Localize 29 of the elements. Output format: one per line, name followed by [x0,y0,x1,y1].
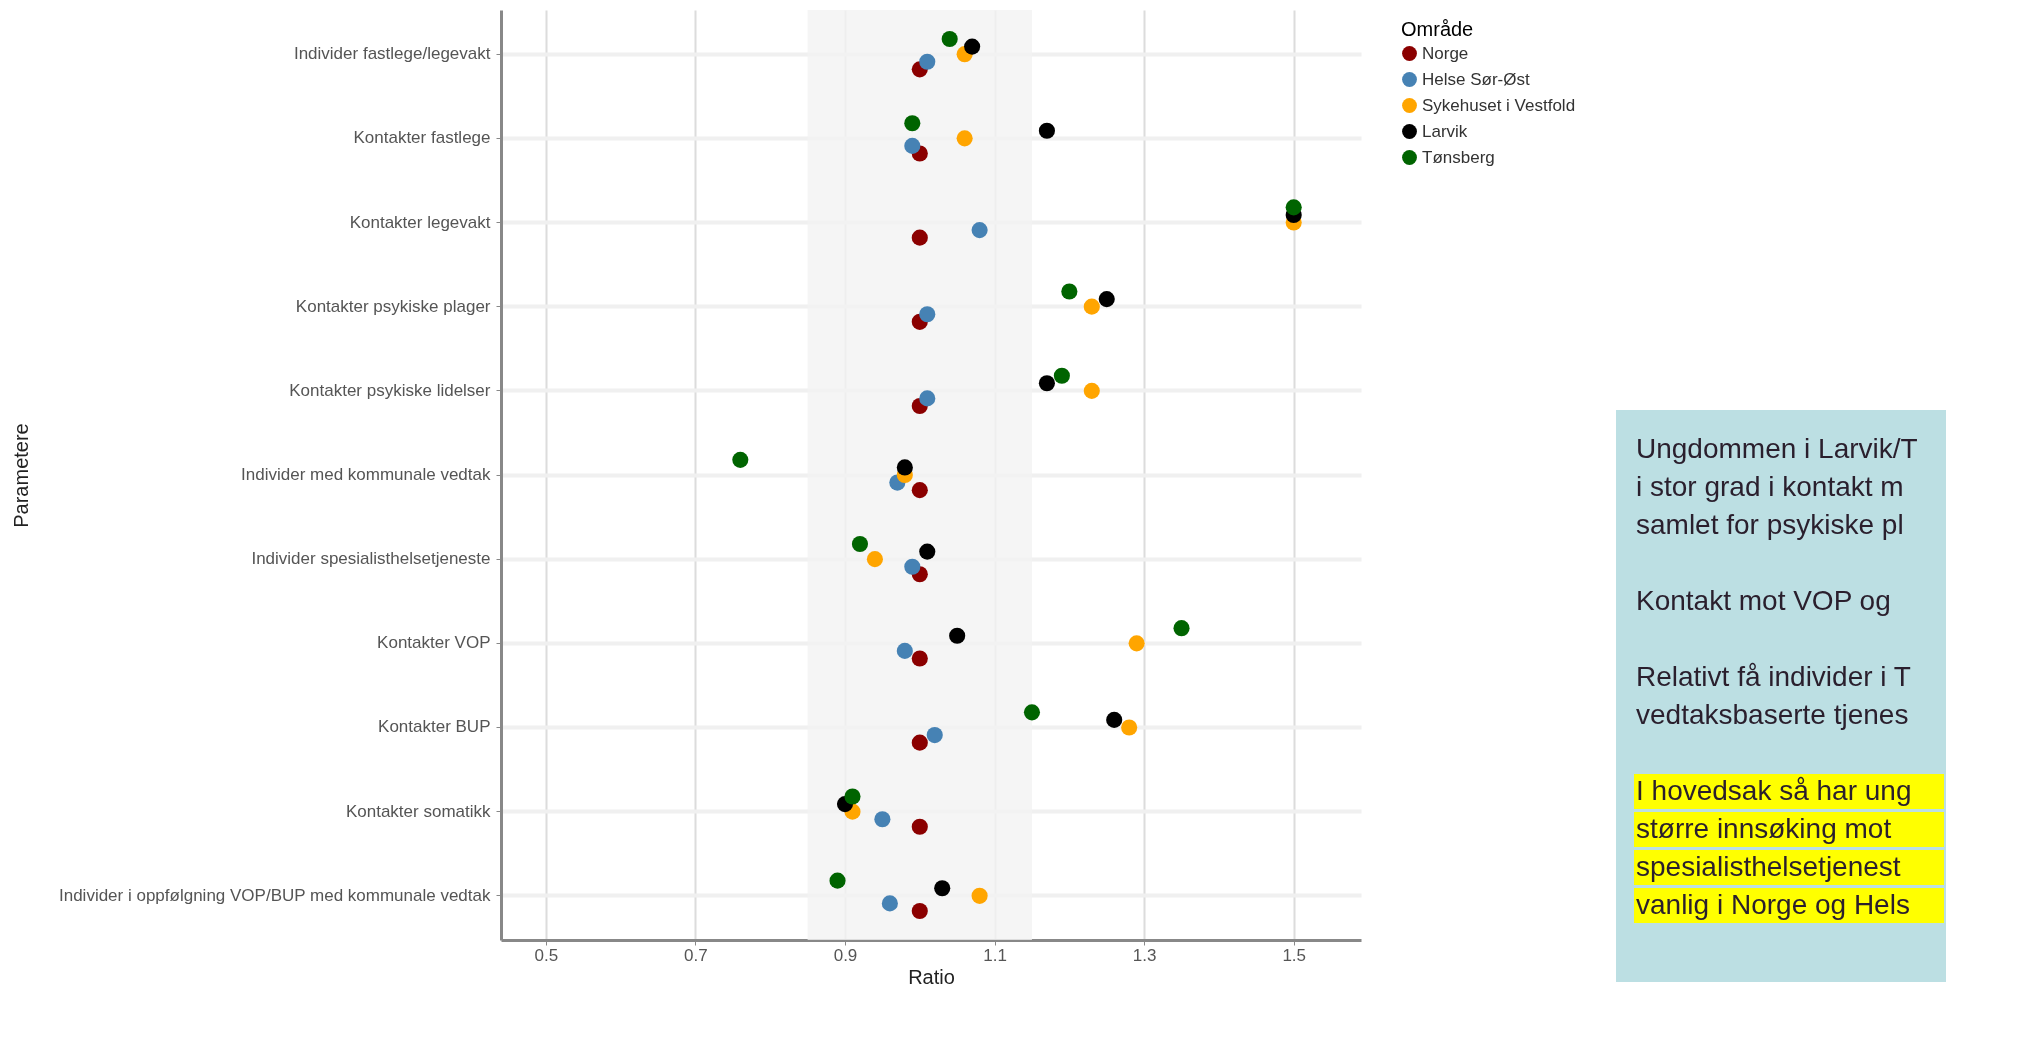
y-tick-label: Kontakter VOP [377,633,491,653]
y-tick-label: Kontakter somatikk [345,801,491,821]
x-tick-label: 1.5 [1282,945,1307,965]
x-tick-label: 1.3 [1132,945,1157,965]
y-tick-label: Individer i oppfølgning VOP/BUP med kommunale vedtak [58,885,491,905]
legend-label: Tønsberg [1422,147,1495,167]
x-tick-label: 0.9 [833,945,858,965]
text: I hovedsak så har ung større innsøking mot spesialisthelsetjenest vanlig i Norge og Hels [1636,775,1912,920]
x-tick-label: 1.1 [983,945,1007,965]
y-axis-title: Parametere [9,423,32,528]
text: Relativt få individer i T vedtaksbaserte tjenes [1636,661,1911,730]
text: Kontakt mot VOP og [1636,585,1891,616]
x-axis-title: Ratio [908,965,955,988]
legend-title: Område [1401,18,1474,40]
y-tick-label: Individer fastlege/legevakt [293,44,491,64]
y-tick-label: Kontakter BUP [378,717,491,737]
legend-label: Norge [1422,43,1469,63]
legend-label: Larvik [1422,121,1468,141]
legend-label: Sykehuset i Vestfold [1422,95,1576,115]
x-tick-label: 0.5 [534,945,559,965]
text: Ungdommen i Larvik/T i stor grad i kontakt m samlet for psykiske pl [1636,433,1918,540]
x-tick-label: 0.7 [684,945,708,965]
y-tick-label: Kontakter psykiske lidelser [289,380,491,400]
legend-label: Helse Sør-Øst [1422,69,1530,89]
y-tick-label: Kontakter fastlege [353,128,491,148]
y-tick-label: Kontakter psykiske plager [295,296,491,316]
y-tick-label: Kontakter legevakt [349,212,491,232]
y-tick-label: Individer spesialisthelsetjeneste [251,549,491,569]
y-tick-label: Individer med kommunale vedtak [241,465,491,484]
